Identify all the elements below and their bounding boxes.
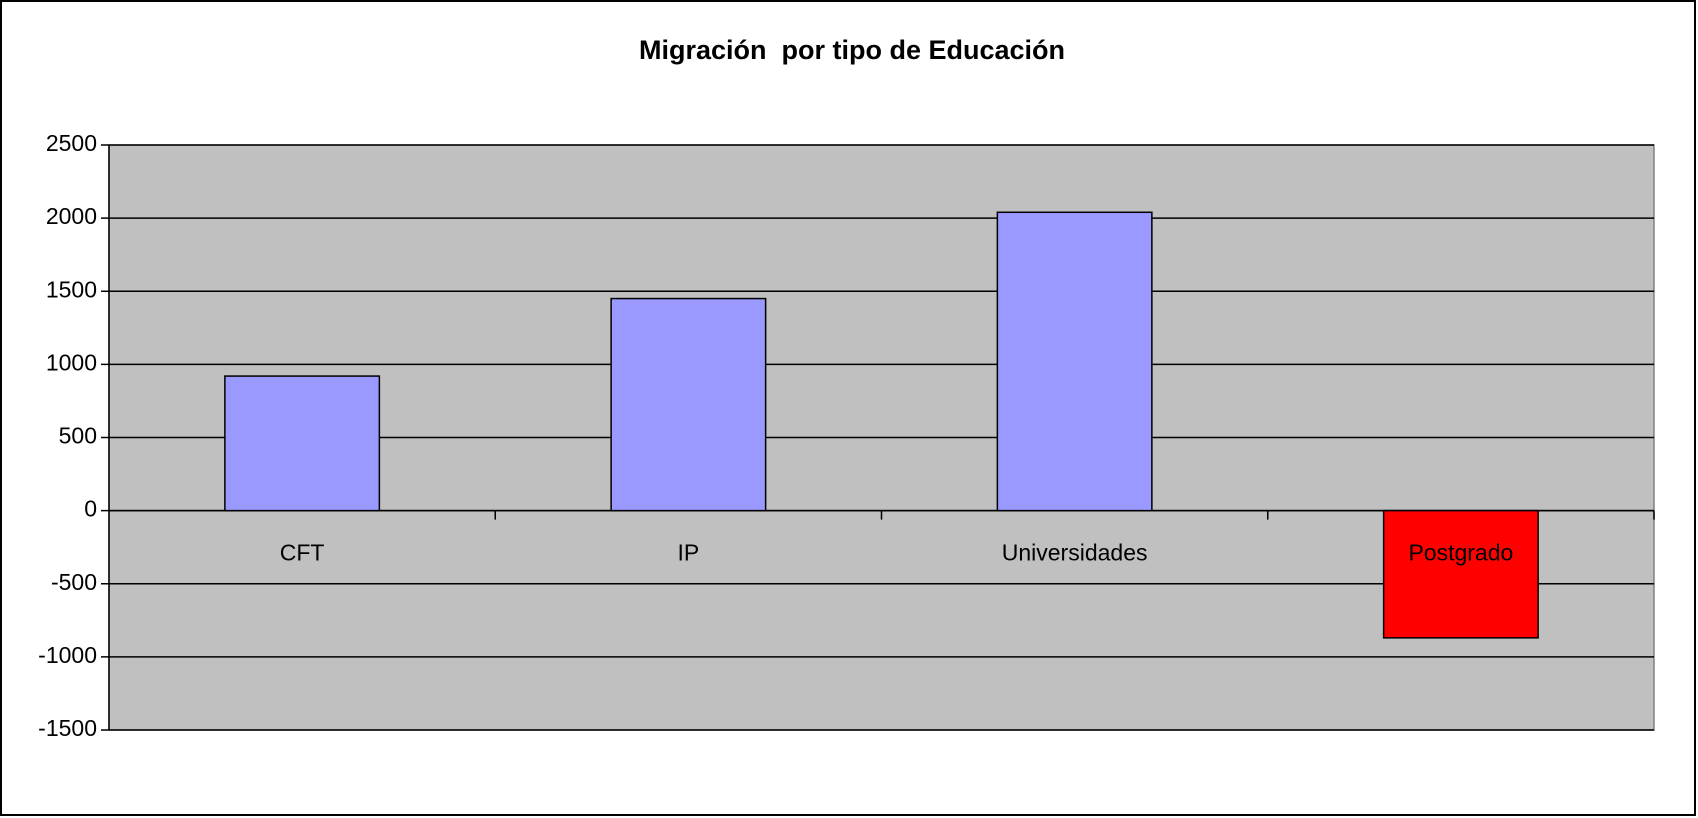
y-tick-label: 2000 [46,203,97,229]
y-tick-label: 1000 [46,349,97,375]
y-tick-label: -1500 [38,715,97,741]
bar [610,297,767,512]
x-tick-label: CFT [280,540,325,566]
bar [1382,509,1539,639]
x-tick-label: Universidades [1002,540,1148,566]
y-tick-label: -500 [51,569,97,595]
x-tick-label: Postgrado [1408,540,1513,566]
bar [224,375,381,512]
y-tick-label: 2500 [46,130,97,156]
y-tick-label: -1000 [38,642,97,668]
bar [996,211,1153,512]
y-tick-label: 1500 [46,276,97,302]
x-tick-label: IP [678,540,700,566]
y-tick-label: 0 [84,496,97,522]
y-tick-label: 500 [59,423,97,449]
chart-title: Migración por tipo de Educación [639,35,1065,65]
